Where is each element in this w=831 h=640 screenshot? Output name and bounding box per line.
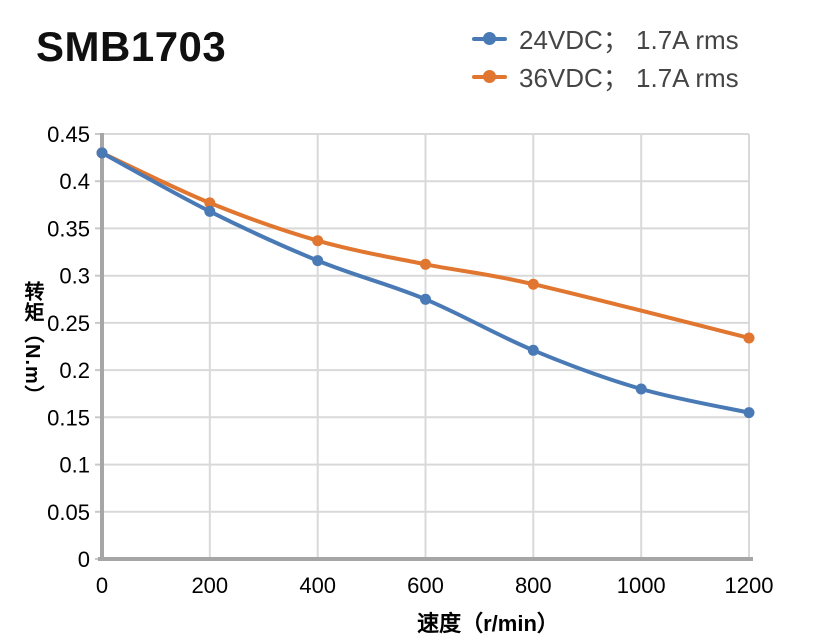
x-tick-label: 1000: [617, 573, 666, 598]
data-point-marker: [527, 344, 539, 356]
data-point-marker: [743, 407, 755, 419]
legend-dot-icon: [483, 32, 496, 45]
legend-label-24vdc: 24VDC； 1.7A rms: [519, 25, 739, 55]
y-tick-label: 0.45: [47, 122, 90, 147]
data-point-marker: [743, 332, 755, 344]
legend-marker-24vdc-icon: [472, 31, 507, 46]
data-point-marker: [420, 258, 431, 270]
x-tick-label: 0: [96, 573, 108, 598]
y-axis-title: 转矩（N.m）: [21, 281, 43, 406]
data-point-marker: [635, 383, 647, 395]
series-line-1: [100, 150, 751, 340]
data-point-marker: [204, 205, 216, 217]
y-tick-label: 0.15: [47, 405, 90, 430]
legend-item-24vdc: 24VDC； 1.7A rms: [472, 22, 739, 55]
y-tick-label: 0.1: [59, 453, 90, 478]
legend-marker-36vdc-icon: [472, 69, 507, 84]
x-tick-label: 200: [191, 573, 228, 598]
data-point-marker: [420, 293, 431, 305]
y-tick-label: 0.05: [47, 500, 90, 525]
y-tick-label: 0.3: [59, 264, 90, 289]
x-tick-label: 1200: [725, 573, 774, 598]
legend: 24VDC； 1.7A rms 36VDC； 1.7A rms: [472, 22, 739, 93]
x-axis-title: 速度（r/min）: [417, 611, 559, 636]
chart-title: SMB1703: [36, 23, 227, 70]
data-point-marker: [312, 255, 324, 267]
y-tick-label: 0.25: [47, 311, 90, 336]
y-tick-label: 0.2: [59, 358, 90, 383]
legend-item-36vdc: 36VDC； 1.7A rms: [472, 60, 739, 93]
legend-label-36vdc: 36VDC； 1.7A rms: [519, 63, 739, 93]
y-tick-label: 0.35: [47, 216, 90, 241]
data-point-marker: [204, 197, 216, 209]
data-point-marker: [527, 278, 539, 290]
data-point-marker: [96, 147, 108, 159]
x-tick-label: 600: [407, 573, 444, 598]
legend-dot-icon: [483, 70, 496, 83]
y-tick-label: 0: [78, 547, 90, 572]
y-tick-label: 0.4: [59, 169, 90, 194]
x-tick-label: 800: [515, 573, 552, 598]
data-point-marker: [312, 235, 324, 247]
x-tick-label: 400: [299, 573, 336, 598]
